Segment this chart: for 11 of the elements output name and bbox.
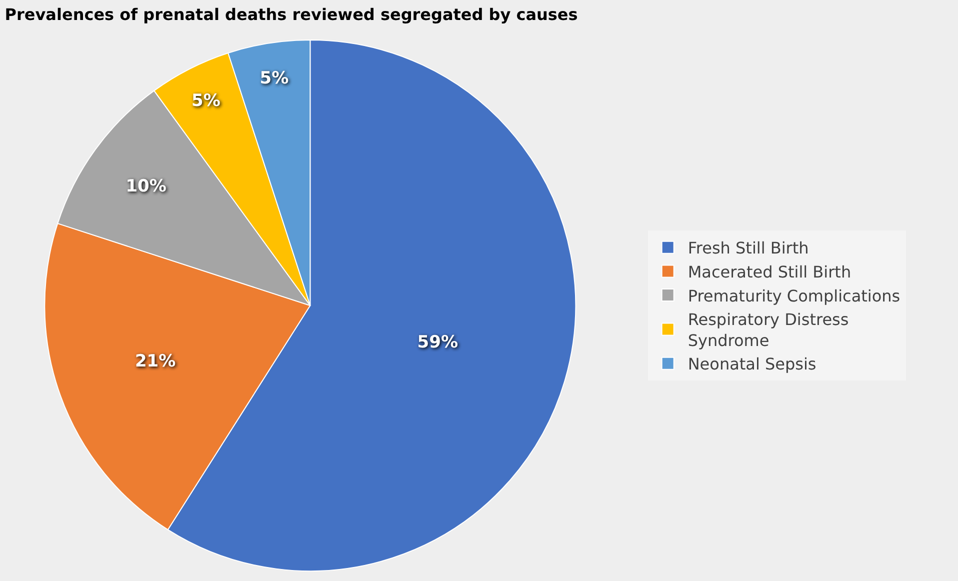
data-label: 5% — [260, 68, 289, 89]
data-label: 21% — [134, 351, 176, 372]
data-label: 5% — [191, 90, 220, 111]
chart-title: Prevalences of prenatal deaths reviewed segregated by causes — [4, 4, 578, 24]
legend-label: Neonatal Sepsis — [688, 354, 816, 374]
legend-label: Macerated Still Birth — [688, 262, 852, 282]
legend-label: Respiratory Distress Syndrome — [688, 310, 849, 350]
data-label: 10% — [126, 176, 166, 196]
data-label: 59% — [417, 332, 458, 353]
legend-label: Prematurity Complications — [688, 286, 900, 306]
legend-label: Fresh Still Birth — [688, 238, 809, 258]
